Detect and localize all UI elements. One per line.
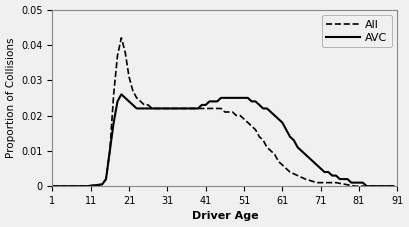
Y-axis label: Proportion of Collisions: Proportion of Collisions <box>6 38 16 158</box>
Line: All: All <box>52 38 393 186</box>
All <box>257 135 262 138</box>
All <box>50 185 55 188</box>
X-axis label: Driver Age: Driver Age <box>191 211 258 222</box>
AVC <box>215 100 220 103</box>
AVC <box>176 107 181 110</box>
AVC <box>391 185 396 188</box>
AVC <box>50 185 55 188</box>
AVC <box>218 96 223 99</box>
AVC <box>268 111 273 113</box>
Legend: All, AVC: All, AVC <box>322 15 392 47</box>
All <box>119 37 124 39</box>
AVC <box>119 93 124 96</box>
All <box>130 89 135 92</box>
All <box>153 107 158 110</box>
All <box>100 183 105 186</box>
AVC <box>169 107 173 110</box>
All <box>391 185 396 188</box>
All <box>211 107 216 110</box>
AVC <box>315 164 319 166</box>
Line: AVC: AVC <box>52 94 393 186</box>
All <box>115 54 120 57</box>
